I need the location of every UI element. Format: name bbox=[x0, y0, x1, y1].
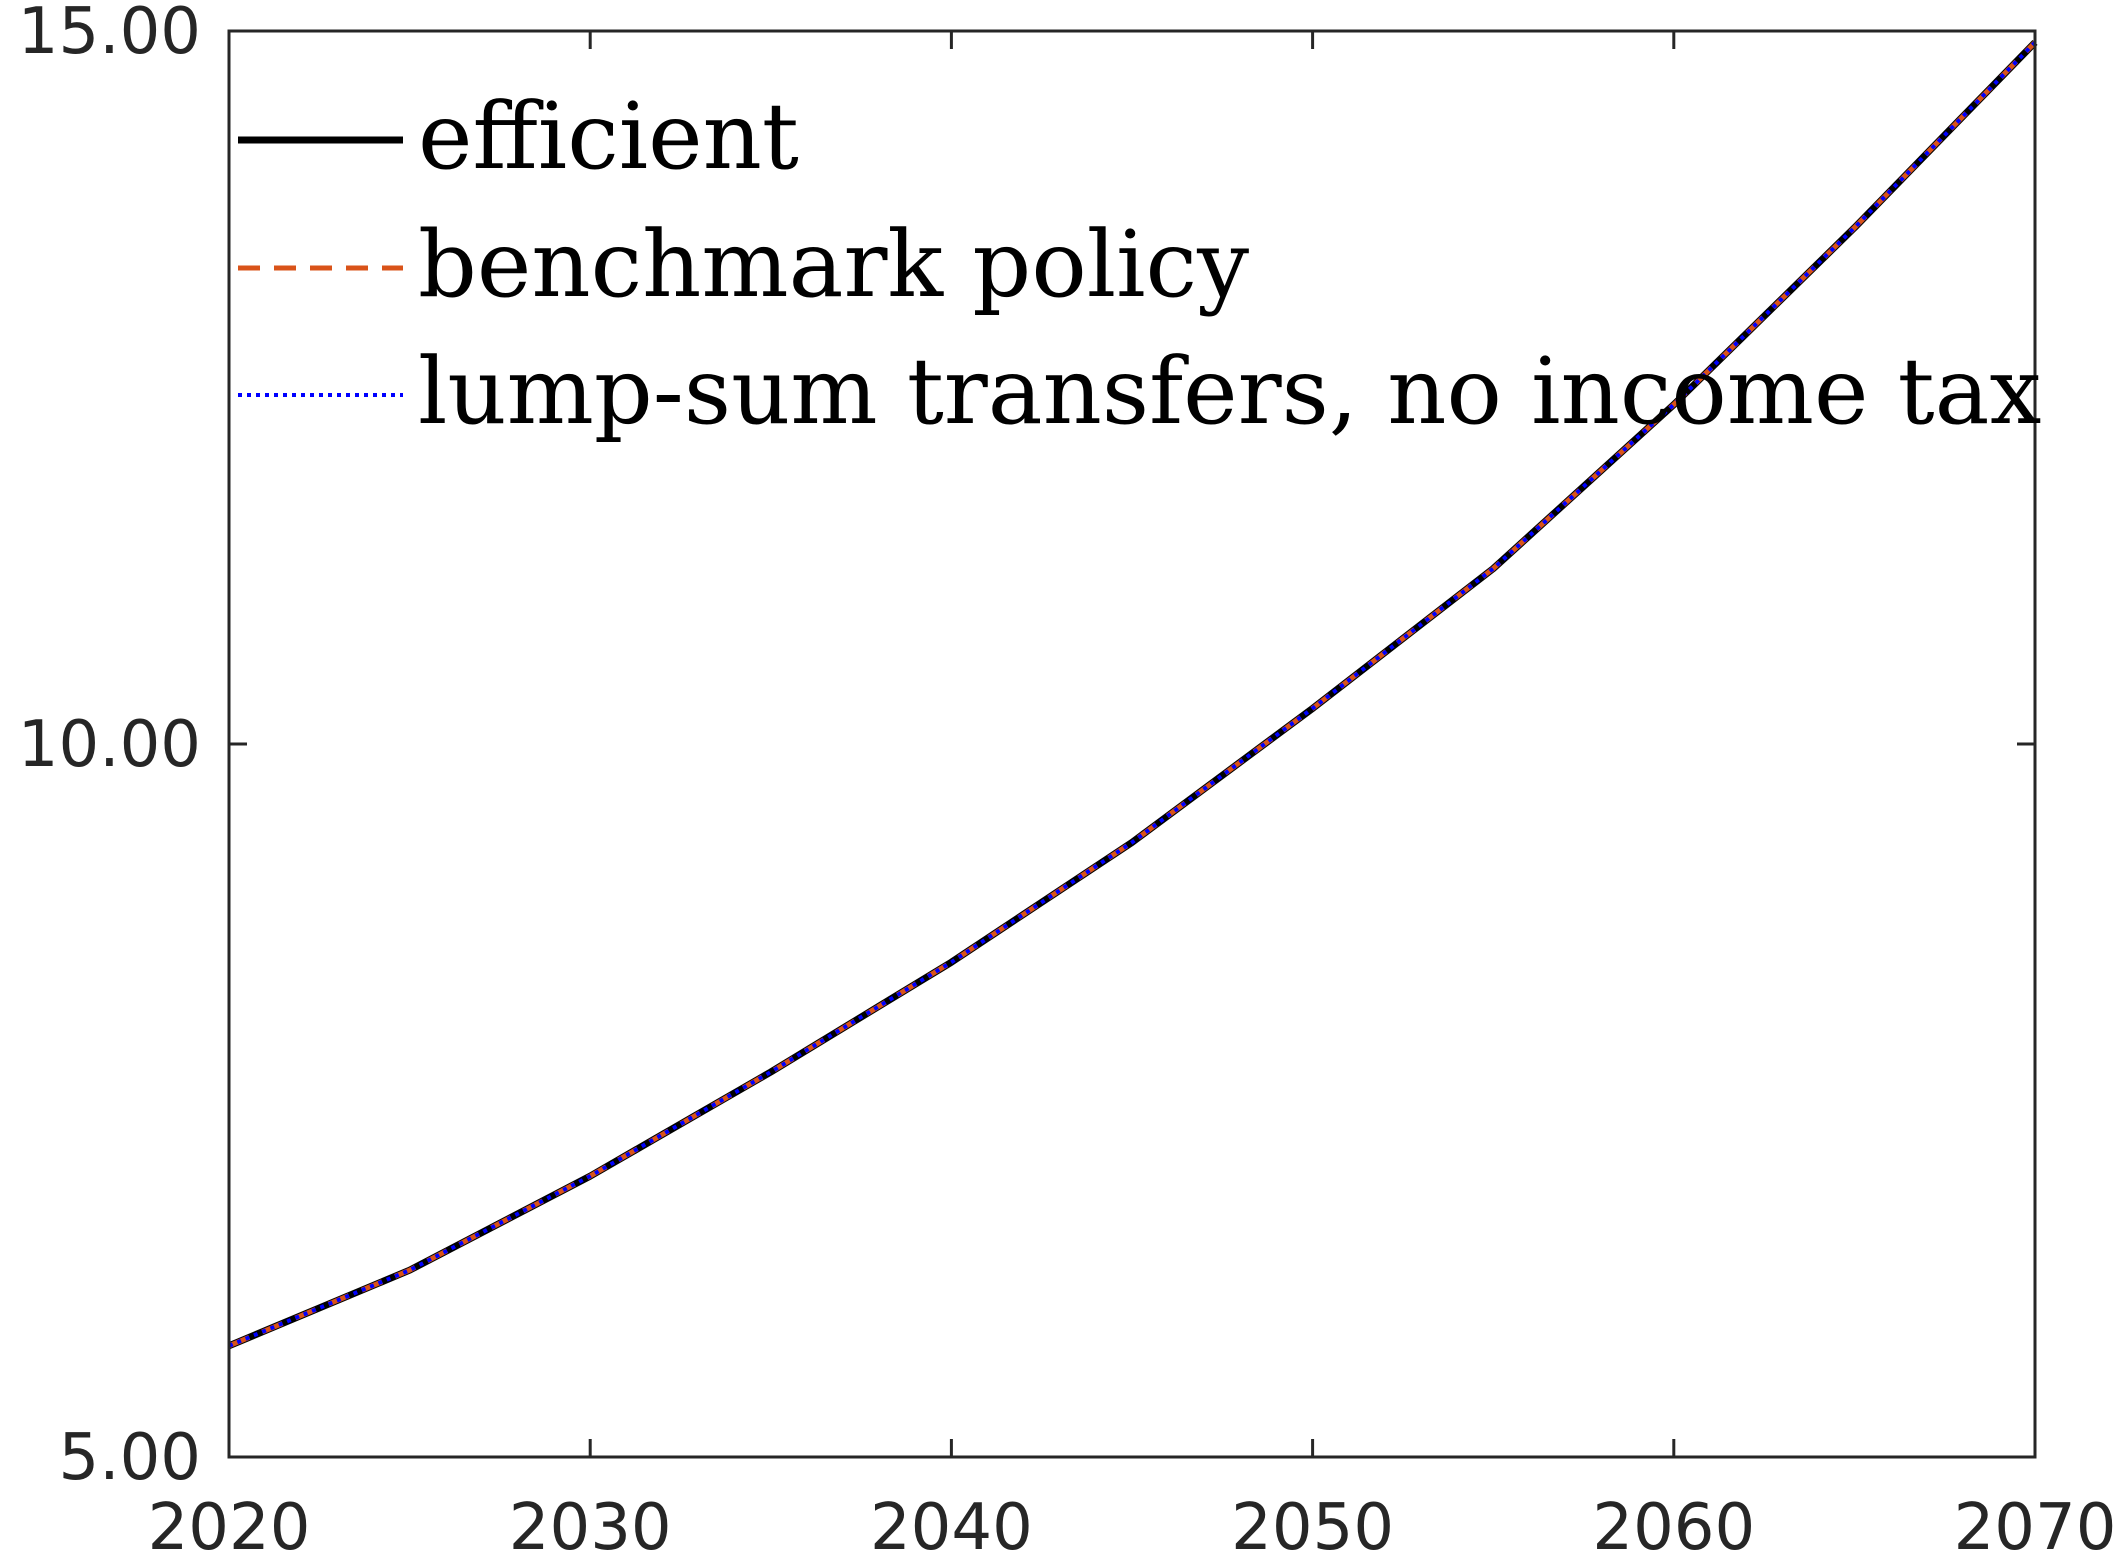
x-tick-label-0: 2020 bbox=[148, 1491, 311, 1554]
legend-label-1: benchmark policy bbox=[418, 211, 1249, 318]
legend: efficient benchmark policy lump-sum transf… bbox=[238, 83, 2041, 445]
tick-labels-layer: 2020 2030 2040 2050 2060 2070 5.00 10.00 15.00 bbox=[18, 0, 2117, 1554]
y-tick-label-1: 10.00 bbox=[18, 708, 201, 782]
y-tick-label-0: 5.00 bbox=[59, 1421, 202, 1495]
x-tick-label-5: 2070 bbox=[1954, 1491, 2117, 1554]
legend-label-2: lump-sum transfers, no income tax bbox=[418, 338, 2041, 445]
x-tick-label-4: 2060 bbox=[1592, 1491, 1755, 1554]
x-tick-label-3: 2050 bbox=[1231, 1491, 1394, 1554]
legend-label-0: efficient bbox=[418, 83, 799, 190]
ticks-layer bbox=[227, 29, 2037, 1459]
series-line-2 bbox=[228, 41, 2037, 1348]
y-tick-label-2: 15.00 bbox=[18, 0, 201, 69]
series-layer bbox=[227, 39, 2038, 1350]
x-tick-label-2: 2040 bbox=[870, 1491, 1033, 1554]
x-tick-label-1: 2030 bbox=[509, 1491, 672, 1554]
series-line-1 bbox=[228, 40, 2037, 1349]
